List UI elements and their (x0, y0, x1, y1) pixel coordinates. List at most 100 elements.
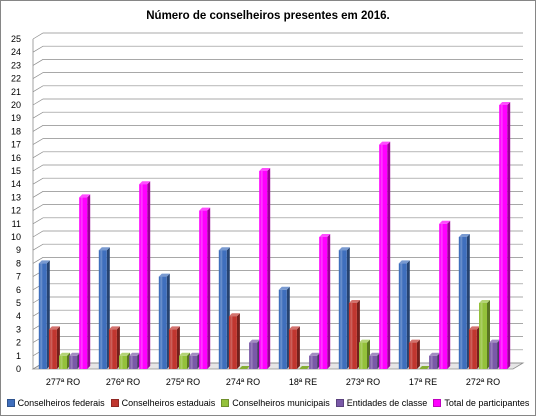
bar (139, 181, 151, 369)
x-tick-label: 273ª RO (346, 377, 380, 387)
bar-highlight (50, 329, 53, 369)
bar-front (288, 329, 297, 369)
bar-top (419, 366, 430, 369)
bar-top (458, 234, 470, 237)
bar-front (439, 223, 448, 369)
bar-front (338, 250, 347, 369)
bar-highlight (470, 329, 473, 369)
bar-top (228, 313, 240, 317)
x-tick-label: 18ª RE (289, 377, 317, 387)
bar-top (69, 352, 81, 356)
bar-side (387, 141, 391, 369)
bar (119, 352, 130, 369)
bar-front (228, 316, 237, 369)
bar-front (218, 250, 227, 369)
bar (278, 286, 290, 369)
bar (439, 220, 451, 369)
bar-top (249, 339, 261, 343)
bar-top (239, 366, 250, 369)
bar-highlight (170, 329, 173, 369)
bar (48, 326, 60, 369)
bar-top (348, 300, 360, 303)
bar-top (98, 247, 110, 251)
bar (379, 141, 391, 369)
bar-top (398, 260, 410, 264)
bar-front (69, 355, 78, 369)
x-tick-label: 274ª RO (226, 377, 260, 387)
bar (458, 234, 470, 369)
legend-label: Conselheiros estaduais (121, 398, 216, 408)
y-tick-label: 18 (11, 126, 21, 136)
legend-item: Conselheiros estaduais (110, 398, 216, 408)
bar-side (447, 220, 451, 369)
bar (338, 247, 350, 369)
y-tick-label: 4 (16, 311, 21, 321)
bar (218, 247, 230, 369)
y-tick-label: 11 (12, 219, 21, 229)
y-tick-label: 22 (11, 74, 21, 84)
x-tick-label: 17ª RE (409, 377, 437, 387)
bar-front (458, 237, 467, 369)
gridline (32, 204, 523, 211)
gridline (32, 177, 523, 185)
bar-highlight (430, 355, 433, 369)
bar-front (499, 105, 508, 369)
bar-highlight (220, 250, 223, 369)
bar (288, 326, 300, 369)
bar-highlight (60, 355, 63, 369)
gridline (32, 98, 523, 106)
bar (239, 366, 250, 369)
bar-top (379, 141, 391, 145)
x-tick-label: 276ª RO (106, 377, 140, 387)
bar-top (108, 326, 120, 330)
legend-item: Conselheiros municipais (221, 398, 330, 408)
bar-highlight (80, 197, 83, 369)
x-tick-label: 277ª RO (46, 377, 80, 387)
y-tick-label: 19 (11, 113, 21, 123)
bar-top (479, 300, 490, 303)
y-tick-label: 0 (16, 364, 21, 374)
bar-highlight (110, 329, 113, 369)
bar-top (489, 339, 501, 343)
bar-front (108, 329, 117, 369)
bar-front (179, 355, 187, 369)
chart-title: Número de conselheiros presentes em 2016… (146, 10, 390, 22)
bar-highlight (280, 289, 283, 369)
bar (59, 352, 70, 369)
legend-swatch (433, 399, 442, 407)
y-tick-label: 2 (16, 338, 21, 348)
bar-highlight (250, 342, 253, 369)
y-tick-label: 16 (11, 153, 21, 163)
bar-highlight (260, 171, 263, 369)
bar-front (98, 250, 107, 369)
bar (228, 313, 240, 369)
bar-front (168, 329, 177, 369)
legend-label: Conselheiros federais (17, 398, 105, 408)
plot-area: 0123456789101112131415161718192021222324… (11, 32, 525, 387)
gridline (32, 164, 523, 172)
bar-top (259, 168, 271, 171)
bar-top (168, 326, 180, 330)
gridline (32, 243, 523, 251)
x-tick-label: 275ª RO (166, 377, 200, 387)
bar-highlight (120, 355, 123, 369)
bar-highlight (180, 355, 183, 369)
bar-highlight (360, 342, 363, 369)
y-tick-label: 9 (16, 245, 21, 255)
bar-top (299, 366, 310, 369)
bar-top (129, 352, 141, 356)
legend-swatch (110, 399, 119, 407)
bar-top (369, 352, 381, 356)
bar-top (319, 234, 331, 237)
gridline (32, 45, 523, 53)
legend-label: Conselheiros municipais (232, 398, 330, 408)
bar-front (278, 289, 287, 369)
bar-top (158, 273, 170, 277)
bar-front (199, 210, 208, 369)
bar-top (189, 352, 201, 356)
legend: Conselheiros federais Conselheiros estadu… (1, 398, 535, 408)
y-tick-label: 1 (16, 351, 21, 361)
gridline (32, 191, 523, 198)
bar-front (379, 144, 388, 369)
